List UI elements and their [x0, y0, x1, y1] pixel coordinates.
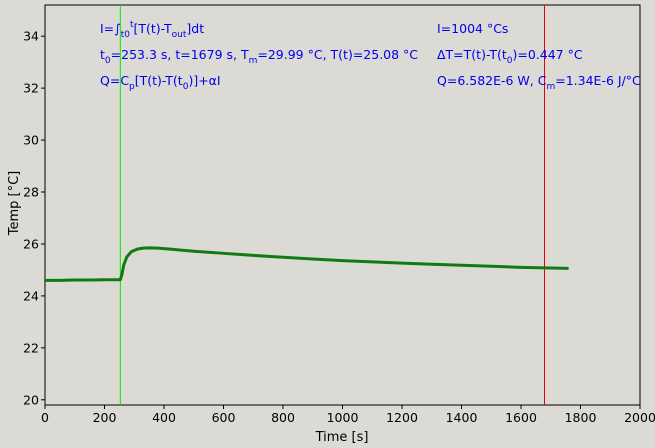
x-tick-label: 0	[41, 410, 49, 425]
y-tick-label: 28	[23, 185, 39, 200]
integral-value: I=1004 °Cs	[437, 21, 508, 36]
x-tick-label: 1600	[505, 410, 537, 425]
x-tick-label: 1400	[446, 410, 478, 425]
time-parameters: t0=253.3 s, t=1679 s, Tm=29.99 °C, T(t)=…	[100, 47, 418, 66]
time-markers	[119, 5, 546, 405]
x-tick-label: 1200	[386, 410, 418, 425]
y-tick-label: 34	[23, 29, 39, 44]
y-tick-label: 32	[23, 81, 39, 96]
axis-ticks: 0 200 400 600 800 1000 1200 1400 1600 1800 2000 20 2…	[23, 29, 655, 425]
x-tick-label: 1000	[327, 410, 359, 425]
integral-formula: I=∫t0t[T(t)-Tout]dt	[100, 20, 204, 40]
x-tick-label: 2000	[624, 410, 655, 425]
x-tick-label: 1800	[565, 410, 597, 425]
x-tick-label: 400	[152, 410, 176, 425]
y-axis-label: Temp [°C]	[7, 171, 22, 237]
y-tick-label: 26	[23, 236, 39, 251]
heat-formula: Q=Cp[T(t)-T(t0)]+αI	[100, 73, 221, 92]
series-line	[45, 246, 569, 282]
x-tick-label: 600	[212, 410, 236, 425]
power-value: Q=6.582E-6 W, Cm=1.34E-6 J/°C	[437, 73, 641, 92]
y-tick-label: 30	[23, 133, 39, 148]
x-tick-label: 800	[271, 410, 295, 425]
y-tick-label: 22	[23, 340, 39, 355]
y-tick-label: 20	[23, 392, 39, 407]
plot-area	[44, 4, 641, 406]
x-axis-label: Time [s]	[315, 430, 369, 445]
y-tick-label: 24	[23, 288, 39, 303]
delta-temperature: ΔT=T(t)-T(t0)=0.447 °C	[437, 47, 583, 66]
x-tick-label: 200	[93, 410, 117, 425]
